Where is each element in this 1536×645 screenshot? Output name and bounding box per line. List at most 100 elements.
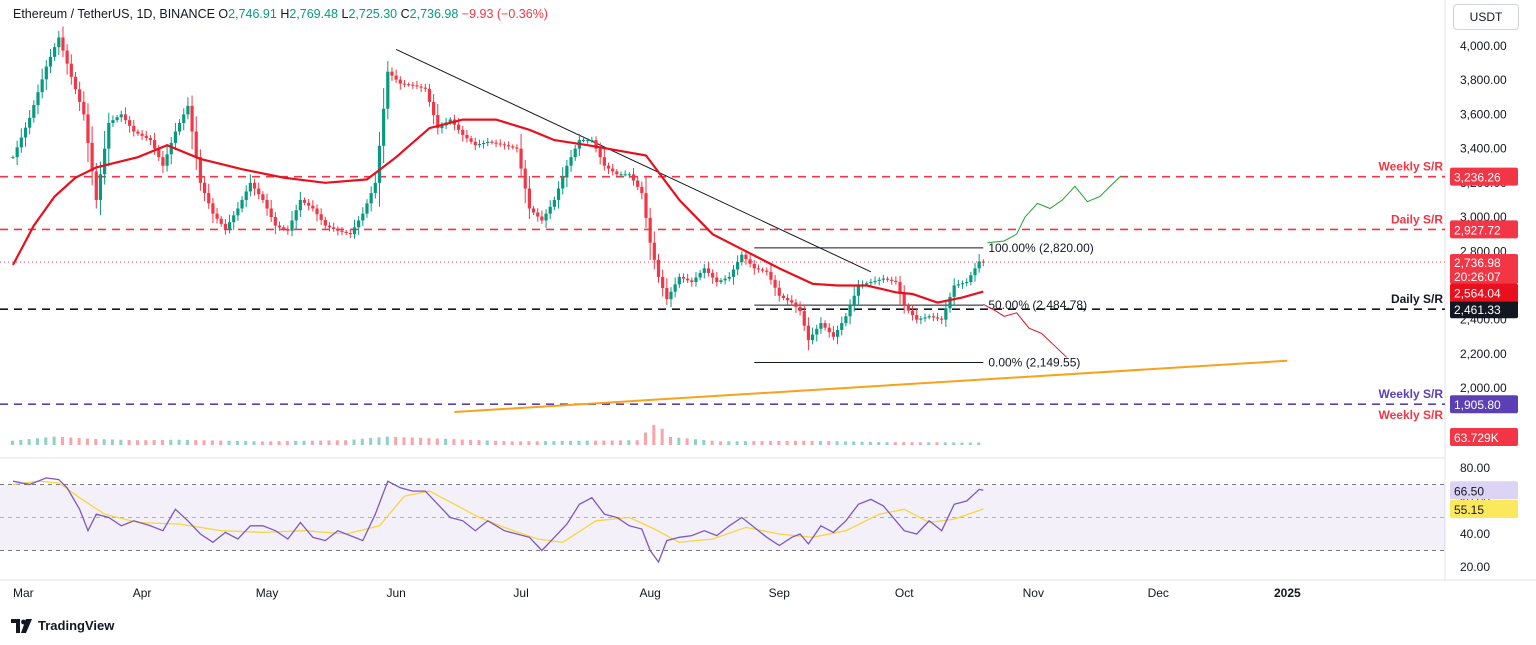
candle [765, 267, 769, 276]
volume-bar [768, 440, 772, 445]
candle-body [15, 147, 19, 158]
candle-body [257, 188, 261, 195]
candle-body [877, 279, 881, 281]
candle [82, 91, 86, 121]
rsi-ma-line [12, 480, 984, 543]
currency-button[interactable]: USDT [1453, 4, 1519, 30]
candle-body [298, 199, 302, 211]
candle-body [82, 101, 86, 115]
candle-body [598, 148, 602, 158]
candle-body [402, 83, 407, 85]
candle-body [215, 213, 219, 219]
rsi-value-tag-bg [1450, 481, 1518, 500]
candle-body [756, 268, 761, 270]
candle [194, 116, 198, 170]
candle-body [432, 101, 436, 115]
candle [319, 208, 323, 225]
candle [665, 278, 669, 305]
x-tick-label: Mar [13, 586, 34, 600]
candle-body [761, 269, 765, 271]
candle-body [777, 287, 781, 296]
volume-tag-bg [1450, 428, 1518, 446]
candle [973, 262, 977, 282]
candle-body [523, 168, 527, 189]
candle [840, 316, 844, 336]
y-tick-label: 2,000.00 [1460, 381, 1507, 395]
candle [515, 144, 519, 153]
volume-bar [27, 439, 31, 445]
volume-bar [152, 440, 156, 445]
candle [177, 119, 182, 136]
candle-body [373, 182, 377, 194]
candle [835, 325, 840, 345]
candle [65, 44, 69, 75]
candle-body [161, 157, 165, 166]
candle-body [806, 325, 811, 341]
candle [877, 277, 881, 286]
bullish-projection [987, 175, 1122, 244]
candle-body [486, 141, 490, 143]
candle-body [573, 148, 577, 158]
volume-bar [935, 442, 939, 445]
volume-tag-text: 63.729K [1454, 431, 1499, 445]
low-value: 2,725.30 [348, 7, 398, 21]
candle [556, 181, 561, 209]
candle [123, 107, 128, 125]
candle [873, 276, 877, 285]
candle-body [69, 63, 73, 77]
rsi-tick-label: 20.00 [1460, 560, 1490, 574]
volume-bar [385, 436, 389, 445]
candle [40, 68, 44, 99]
volume-bar [785, 440, 789, 445]
candle [598, 142, 602, 165]
candle [73, 72, 78, 95]
candle-body [677, 276, 681, 285]
volume-bar [544, 441, 548, 445]
high-label: H [280, 7, 290, 21]
candle-body [781, 295, 786, 299]
candle-body [473, 141, 477, 146]
candle [373, 173, 377, 199]
ma-price-tag: 2,564.04 [1450, 283, 1518, 302]
candle [948, 292, 952, 313]
fibonacci-retracement: 100.00% (2,820.00) 50.00% (2,484.78) 0.00%… [754, 241, 1094, 370]
candle [606, 162, 611, 174]
candle-body [94, 171, 98, 200]
candle-body [73, 76, 78, 90]
candle-body [940, 318, 944, 320]
candle-body [61, 37, 65, 51]
level-price-tag: 1,905.80 [1450, 395, 1518, 414]
volume-bar [52, 436, 56, 445]
candle-body [48, 56, 53, 67]
volume-bar [635, 440, 639, 445]
candle [340, 226, 344, 236]
candle-body [548, 206, 552, 214]
volume-bar [502, 441, 506, 445]
candle [136, 129, 140, 136]
close-label: C [400, 7, 410, 21]
candle-body [123, 114, 128, 121]
candle-body [340, 230, 344, 232]
volume-bar [918, 442, 922, 445]
candle [28, 109, 32, 135]
volume-bar [910, 442, 914, 445]
y-tick-label: 4,000.00 [1460, 39, 1507, 53]
candle [785, 294, 790, 305]
candle-body [365, 203, 369, 214]
volume-bar [327, 440, 331, 445]
level-price-tag-bg [1450, 167, 1518, 186]
candle [390, 67, 394, 81]
x-tick-label: Dec [1148, 586, 1169, 600]
candle-body [636, 180, 640, 187]
rsi-tick-label: 80.00 [1460, 461, 1490, 475]
candle [627, 172, 631, 179]
candle [810, 327, 815, 345]
rsi-value-tag-text: 66.50 [1454, 484, 1484, 498]
candle [981, 259, 985, 267]
level-price-tag: 2,927.72 [1450, 220, 1518, 239]
rsi-ma-tag-text: 55.15 [1454, 503, 1484, 517]
candle [219, 215, 223, 227]
candle-body [723, 278, 727, 281]
candle-body [311, 205, 315, 209]
candle-body [665, 288, 669, 300]
